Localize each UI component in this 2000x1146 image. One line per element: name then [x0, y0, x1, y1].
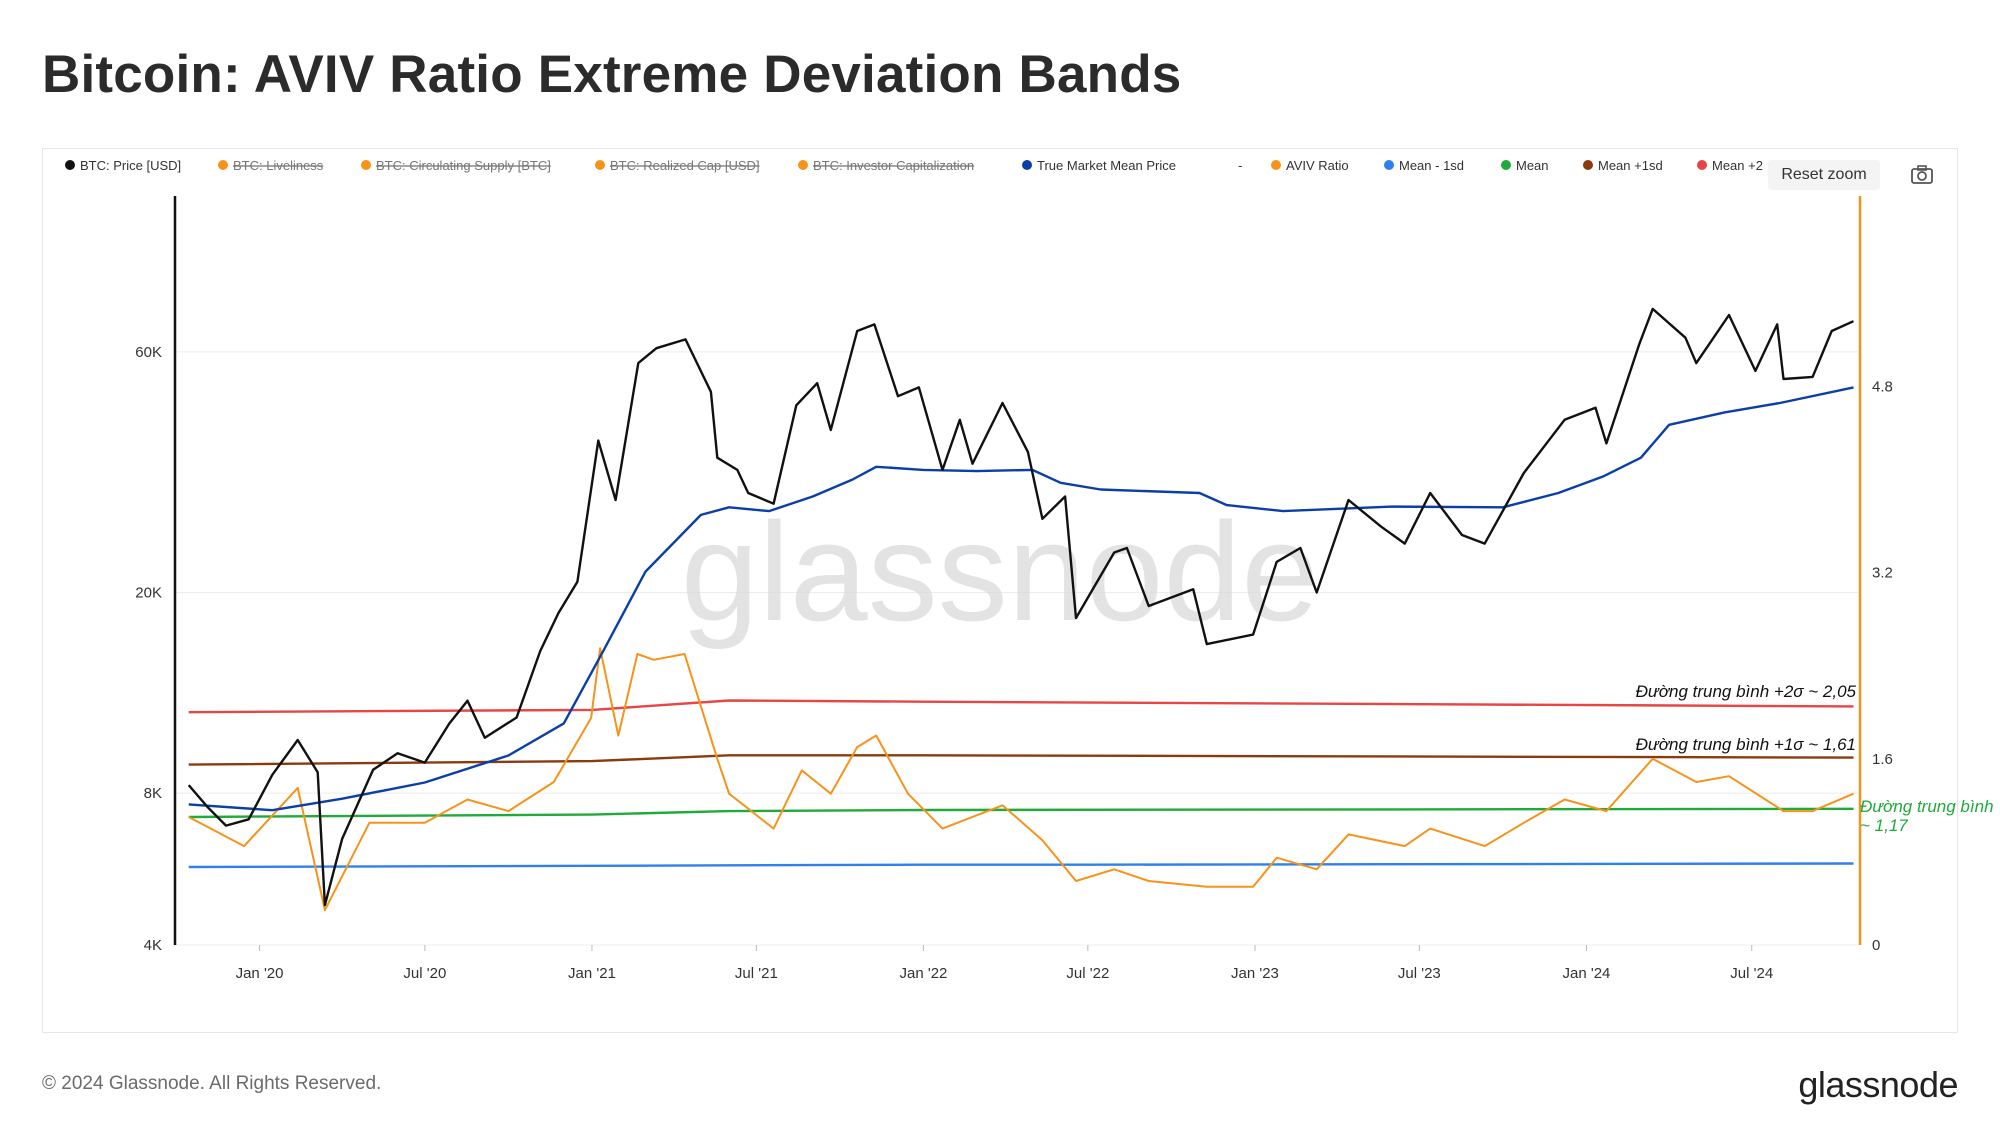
x-tick-label: Jul '21 — [735, 965, 778, 982]
legend-marker — [798, 160, 808, 170]
annotation-plus1: Đường trung bình +1σ ~ 1,61 — [1636, 735, 1856, 754]
reset-zoom-button[interactable]: Reset zoom — [1768, 160, 1880, 190]
x-tick-label: Jan '21 — [568, 965, 616, 982]
series-line-btc-price-usd- — [187, 307, 1854, 907]
x-tick-label: Jan '20 — [236, 965, 284, 982]
y-left-tick-label: 4K — [144, 937, 162, 954]
y-left-tick-label: 8K — [144, 785, 162, 802]
chart-card — [42, 148, 1958, 1033]
legend-item-label[interactable]: Mean - 1sd — [1399, 158, 1464, 173]
legend-marker — [218, 160, 228, 170]
legend-marker — [361, 160, 371, 170]
footer-copyright: © 2024 Glassnode. All Rights Reserved. — [42, 1073, 382, 1094]
annotation-mean-line2: ~ 1,17 — [1860, 816, 1908, 835]
x-tick-label: Jul '20 — [403, 965, 446, 982]
y-left-tick-label: 60K — [135, 344, 162, 361]
watermark: glassnode — [681, 493, 1319, 650]
legend-item-label[interactable]: AVIV Ratio — [1286, 158, 1349, 173]
annotations: Đường trung bình +2σ ~ 2,05 Đường trung … — [1636, 682, 1994, 835]
annotation-mean-line1: Đường trung bình — [1860, 797, 1994, 816]
x-tick-label: Jan '22 — [900, 965, 948, 982]
y-right-tick-label: 4.8 — [1872, 378, 1893, 395]
legend-item-label[interactable]: BTC: Investor Capitalization — [813, 158, 974, 173]
y-right-tick-label: 3.2 — [1872, 565, 1893, 582]
legend-marker — [1697, 160, 1707, 170]
axis-layer: 4K 8K 20K 60K 0 1.6 3.2 4.8 Jan '20 Jul '20 Jan '2… — [135, 196, 1893, 982]
grid-layer — [176, 351, 1858, 946]
legend-item-label[interactable]: BTC: Realized Cap [USD] — [610, 158, 760, 173]
footer-brand-logo[interactable]: glassnode — [1798, 1064, 1958, 1105]
series-line-mean-1sd — [188, 754, 1854, 766]
legend-item-label[interactable]: Mean +1sd — [1598, 158, 1663, 173]
series-line-aviv-ratio — [188, 647, 1854, 912]
x-tick-label: Jul '24 — [1730, 965, 1773, 982]
legend-item-label[interactable]: Mean — [1516, 158, 1549, 173]
page-title: Bitcoin: AVIV Ratio Extreme Deviation Ba… — [42, 45, 1182, 104]
series-line-true-market-mean-price — [188, 386, 1854, 812]
y-right-tick-label: 0 — [1872, 937, 1880, 954]
legend-marker — [1022, 160, 1032, 170]
legend: BTC: Price [USD] BTC: Liveliness BTC: Circ… — [65, 158, 1763, 173]
annotation-plus2: Đường trung bình +2σ ~ 2,05 — [1636, 682, 1857, 701]
legend-marker — [65, 160, 75, 170]
x-tick-label: Jan '23 — [1231, 965, 1279, 982]
legend-marker — [1384, 160, 1394, 170]
x-tick-label: Jul '23 — [1398, 965, 1441, 982]
legend-item-label[interactable]: Mean +2 — [1712, 158, 1763, 173]
legend-item-label[interactable]: BTC: Price [USD] — [80, 158, 181, 173]
series-layer — [187, 307, 1854, 912]
legend-item-label[interactable]: - — [1238, 158, 1242, 173]
x-tick-label: Jul '22 — [1066, 965, 1109, 982]
series-line-mean-2sd — [188, 699, 1854, 714]
y-right-tick-label: 1.6 — [1872, 751, 1893, 768]
legend-item-label[interactable]: True Market Mean Price — [1037, 158, 1176, 173]
camera-icon[interactable] — [1908, 162, 1936, 188]
series-line-mean-1sd — [188, 862, 1854, 869]
legend-item-label[interactable]: BTC: Circulating Supply [BTC] — [376, 158, 551, 173]
y-left-tick-label: 20K — [135, 584, 162, 601]
legend-marker — [595, 160, 605, 170]
legend-marker — [1271, 160, 1281, 170]
legend-marker — [1501, 160, 1511, 170]
series-line-mean — [188, 807, 1854, 819]
x-tick-label: Jan '24 — [1562, 965, 1610, 982]
legend-marker — [1583, 160, 1593, 170]
legend-item-label[interactable]: BTC: Liveliness — [233, 158, 324, 173]
